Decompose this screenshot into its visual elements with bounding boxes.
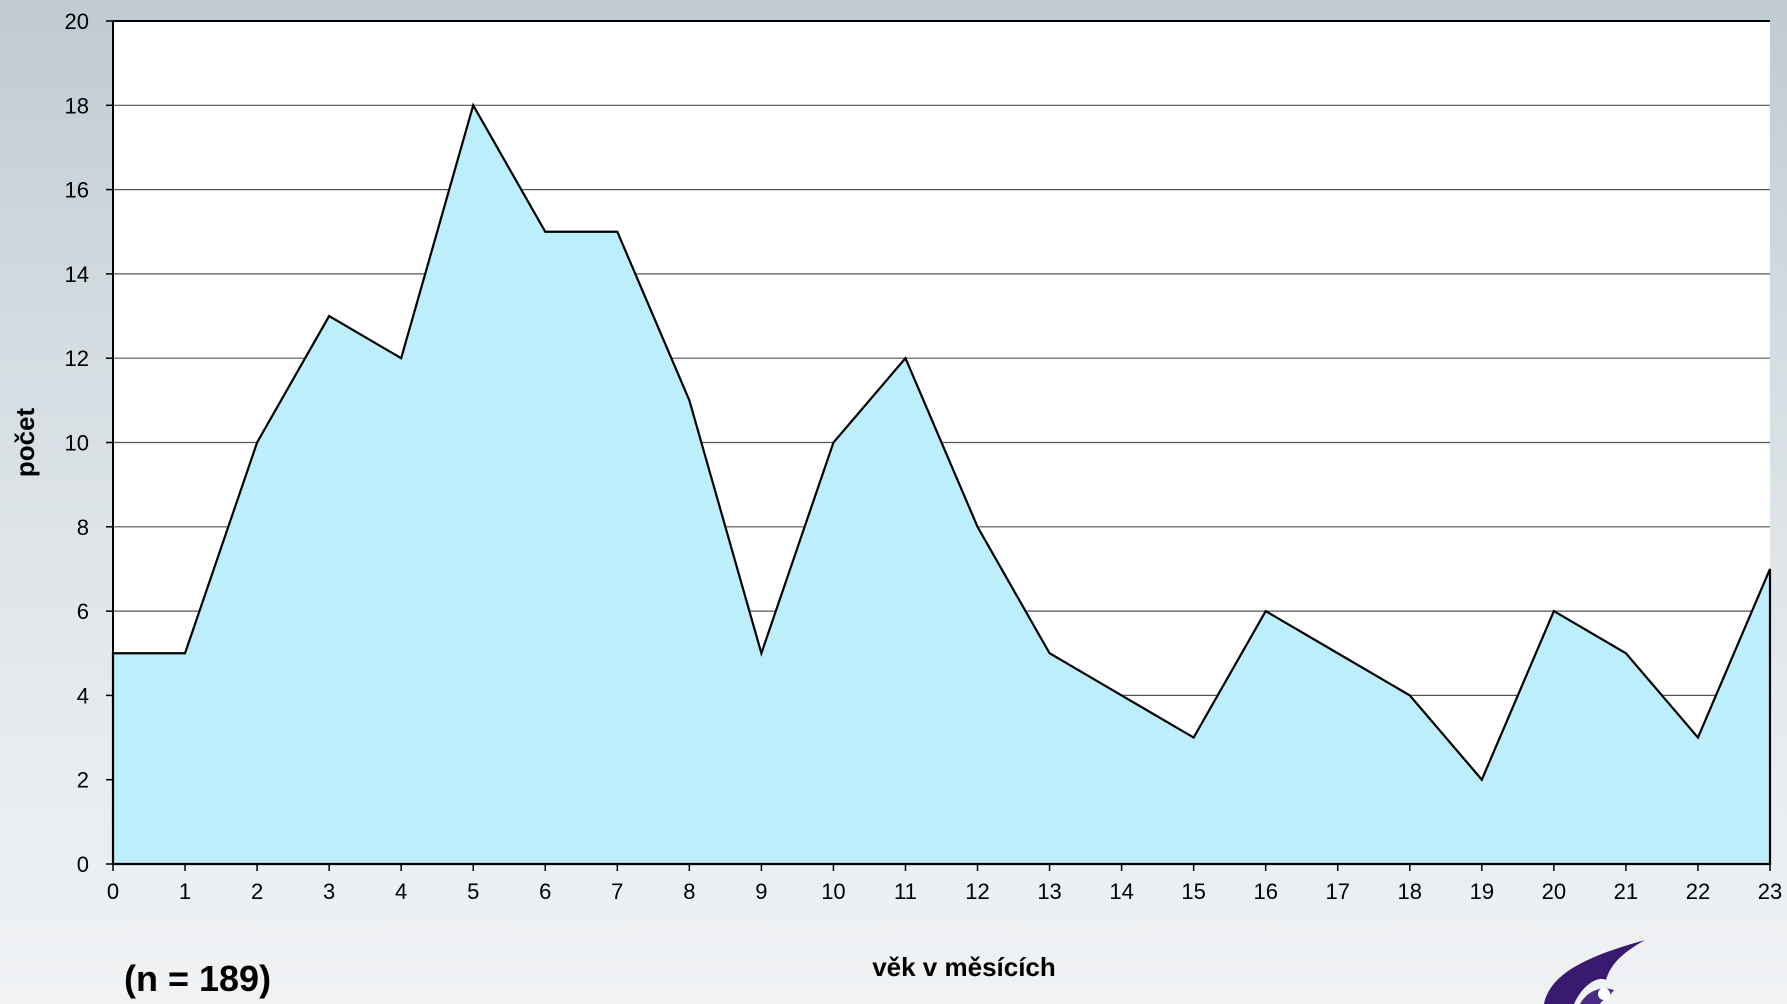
x-tick-label: 6 bbox=[539, 879, 551, 904]
y-tick-label: 8 bbox=[77, 515, 89, 540]
x-tick-label: 7 bbox=[611, 879, 623, 904]
x-tick-label: 4 bbox=[395, 879, 407, 904]
x-tick-label: 14 bbox=[1109, 879, 1133, 904]
x-tick-label: 5 bbox=[467, 879, 479, 904]
y-tick-label: 12 bbox=[65, 346, 89, 371]
y-tick-label: 10 bbox=[65, 431, 89, 456]
x-tick-label: 21 bbox=[1614, 879, 1638, 904]
x-tick-label: 16 bbox=[1253, 879, 1277, 904]
purple-flame-logo-icon bbox=[1544, 940, 1645, 1004]
y-axis-label: počet bbox=[10, 407, 40, 477]
x-tick-label: 19 bbox=[1470, 879, 1494, 904]
y-tick-label: 0 bbox=[77, 852, 89, 877]
y-tick-label: 14 bbox=[65, 262, 89, 287]
x-tick-label: 9 bbox=[755, 879, 767, 904]
x-axis-label: věk v měsících bbox=[872, 952, 1056, 982]
y-tick-label: 4 bbox=[77, 683, 89, 708]
x-tick-label: 3 bbox=[323, 879, 335, 904]
y-tick-label: 2 bbox=[77, 768, 89, 793]
y-tick-label: 20 bbox=[65, 9, 89, 34]
x-tick-label: 18 bbox=[1398, 879, 1422, 904]
x-axis-ticks: 0 1 2 3 4 5 6 7 8 9 10 11 12 13 14 15 16 17 18 19 20 21 22 23 bbox=[107, 864, 1782, 904]
y-tick-label: 16 bbox=[65, 178, 89, 203]
x-tick-label: 12 bbox=[965, 879, 989, 904]
y-tick-label: 18 bbox=[65, 93, 89, 118]
x-tick-label: 23 bbox=[1758, 879, 1782, 904]
x-tick-label: 10 bbox=[821, 879, 845, 904]
series-area bbox=[111, 102, 1772, 866]
x-tick-label: 1 bbox=[179, 879, 191, 904]
y-axis-ticks: 0 2 4 6 8 10 12 14 16 18 20 bbox=[65, 9, 113, 877]
sample-size-note: (n = 189) bbox=[124, 958, 272, 999]
x-tick-label: 0 bbox=[107, 879, 119, 904]
x-tick-label: 2 bbox=[251, 879, 263, 904]
x-tick-label: 15 bbox=[1181, 879, 1205, 904]
x-tick-label: 11 bbox=[894, 879, 917, 904]
x-tick-label: 13 bbox=[1037, 879, 1061, 904]
x-tick-label: 8 bbox=[683, 879, 695, 904]
x-tick-label: 17 bbox=[1325, 879, 1349, 904]
y-tick-label: 6 bbox=[77, 599, 89, 624]
x-tick-label: 22 bbox=[1686, 879, 1710, 904]
x-tick-label: 20 bbox=[1542, 879, 1566, 904]
